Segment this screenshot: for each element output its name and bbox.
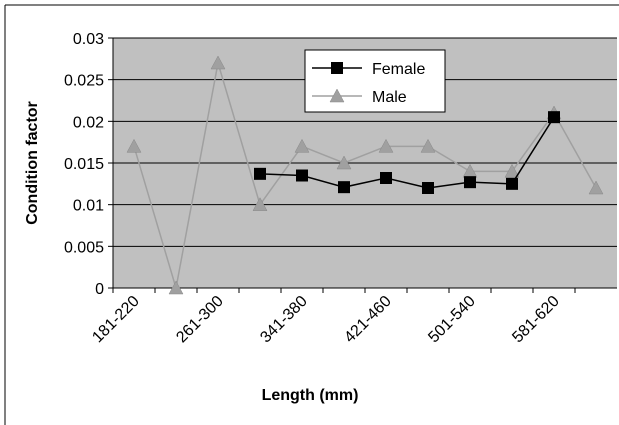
x-tick-label: 501-540 bbox=[425, 293, 479, 347]
x-tick-label: 581-620 bbox=[509, 293, 563, 347]
legend-box bbox=[304, 49, 446, 113]
marker bbox=[294, 138, 310, 153]
series-line bbox=[259, 116, 555, 189]
marker bbox=[380, 172, 392, 184]
y-tick-label: 0.005 bbox=[64, 239, 104, 256]
y-axis-title: Condition factor bbox=[24, 101, 41, 225]
marker bbox=[336, 155, 352, 170]
y-tick-label: 0.01 bbox=[73, 198, 104, 215]
series-line bbox=[133, 62, 597, 289]
x-tick-label: 341-380 bbox=[257, 293, 311, 347]
legend-label: Female bbox=[372, 61, 425, 78]
marker bbox=[506, 177, 518, 190]
y-tick-label: 0.02 bbox=[73, 114, 104, 131]
marker bbox=[422, 182, 434, 194]
y-tick-label: 0.025 bbox=[64, 73, 104, 90]
marker bbox=[168, 280, 184, 295]
marker bbox=[210, 55, 226, 70]
x-tick-label: 421-460 bbox=[341, 293, 395, 347]
x-axis-title: Length (mm) bbox=[262, 387, 359, 404]
y-tick-label: 0.03 bbox=[73, 31, 104, 48]
x-tick-label: 261-300 bbox=[173, 293, 227, 347]
marker bbox=[420, 138, 436, 153]
marker bbox=[548, 111, 560, 124]
marker bbox=[378, 138, 394, 153]
legend-label: Male bbox=[372, 89, 407, 106]
y-tick-label: 0 bbox=[95, 281, 104, 298]
marker bbox=[254, 167, 266, 180]
marker bbox=[464, 176, 476, 189]
marker bbox=[296, 169, 308, 182]
marker bbox=[504, 163, 520, 178]
y-tick-label: 0.015 bbox=[64, 156, 104, 173]
legend-marker bbox=[329, 88, 345, 103]
x-tick-label: 181-220 bbox=[89, 293, 143, 347]
marker bbox=[252, 197, 268, 211]
marker bbox=[588, 180, 604, 195]
marker bbox=[126, 138, 142, 153]
marker bbox=[338, 181, 350, 194]
legend-marker bbox=[331, 62, 343, 74]
